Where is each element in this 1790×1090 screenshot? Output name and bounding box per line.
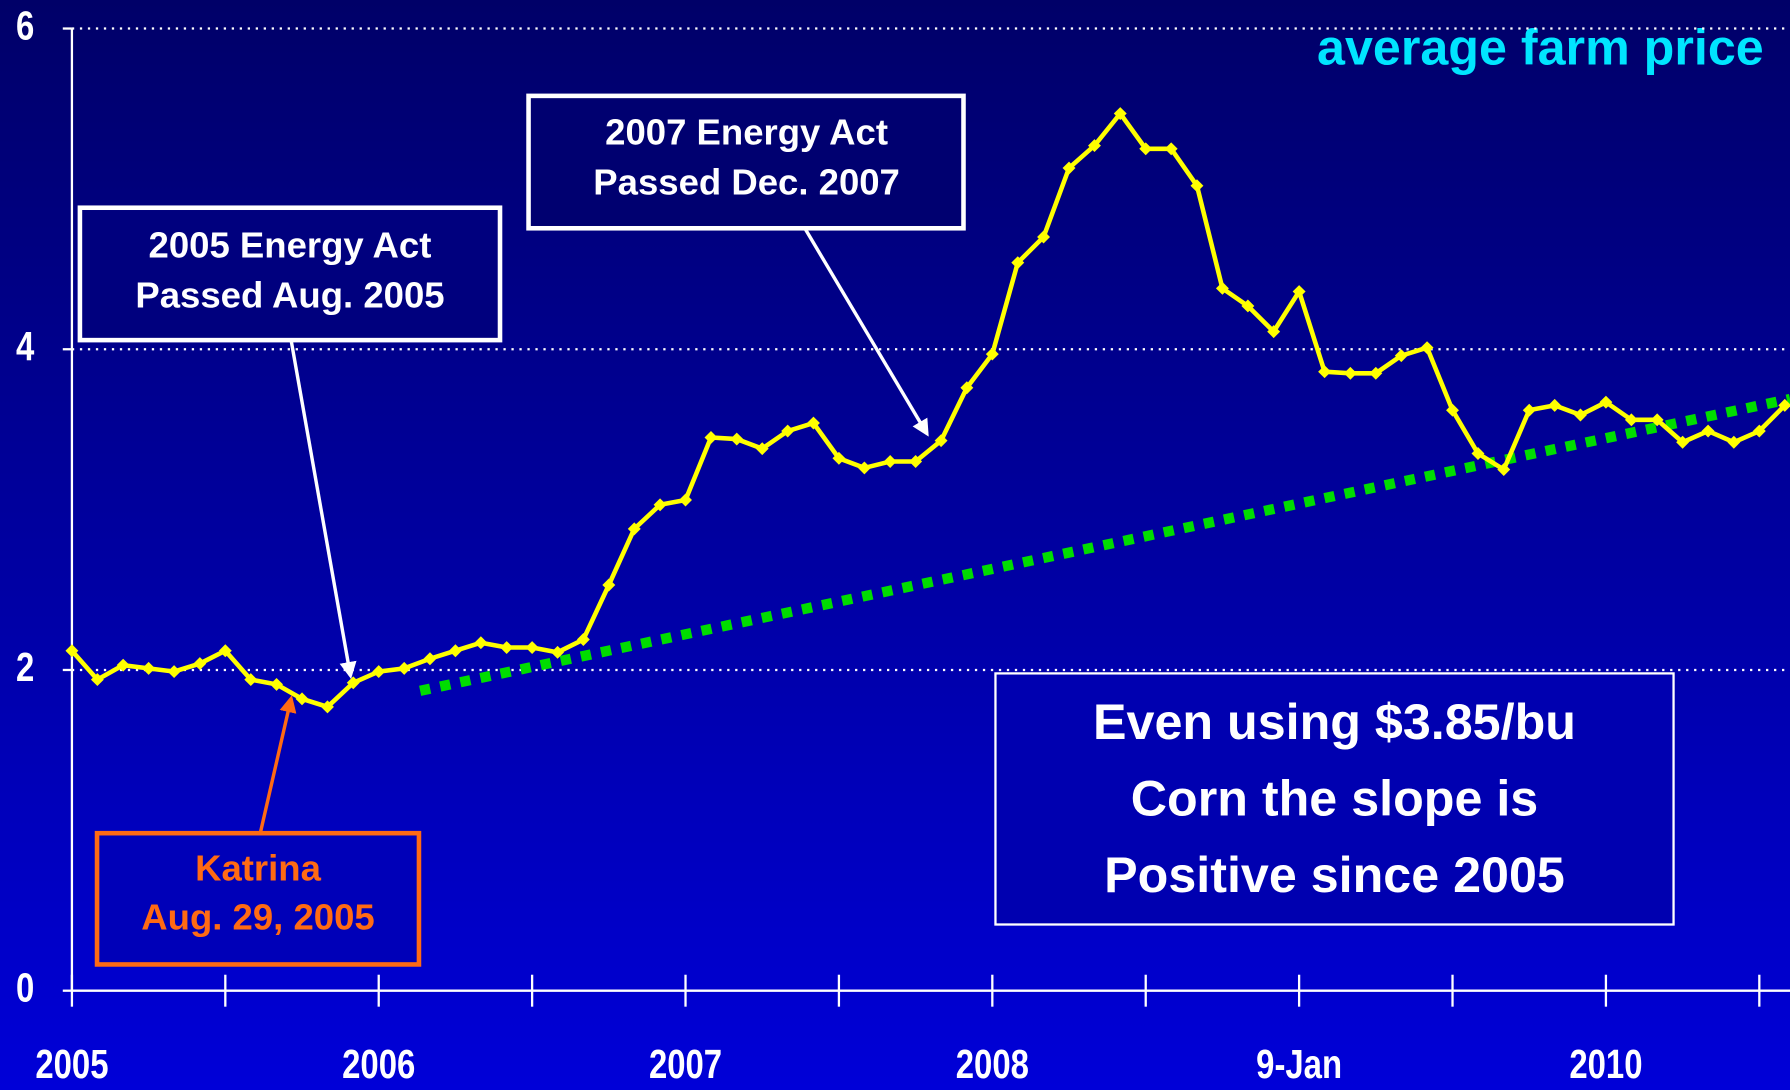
- arrow: [289, 339, 357, 680]
- x-tick-label: 2005: [35, 1040, 108, 1086]
- x-tick-label: 9-Jan: [1256, 1040, 1342, 1086]
- data-marker: [730, 432, 744, 446]
- data-marker: [985, 347, 999, 361]
- data-marker: [1292, 285, 1306, 298]
- annotation-text: Passed Aug. 2005: [135, 275, 444, 316]
- data-marker: [295, 692, 309, 706]
- arrow: [258, 695, 297, 834]
- annotation-box: 2005 Energy Act Passed Aug. 2005: [77, 205, 503, 343]
- y-tick-label: 6: [16, 2, 34, 48]
- data-marker: [193, 657, 207, 671]
- y-tick-label: 4: [16, 323, 35, 369]
- data-marker: [1139, 142, 1153, 156]
- data-marker: [1037, 230, 1051, 244]
- data-marker: [934, 434, 948, 448]
- data-marker: [321, 700, 334, 714]
- data-marker: [679, 493, 692, 507]
- data-marker: [346, 676, 360, 690]
- data-marker: [167, 665, 181, 679]
- data-marker: [423, 652, 437, 666]
- data-marker: [551, 645, 565, 659]
- data-marker: [448, 644, 462, 658]
- x-tick-label: 2007: [649, 1040, 722, 1086]
- x-tick-label: 2010: [1569, 1040, 1642, 1086]
- arrow: [803, 227, 929, 437]
- data-marker: [65, 644, 79, 658]
- annotation-box: Even using $3.85/bu Corn the slope is Po…: [994, 672, 1675, 926]
- data-marker: [883, 455, 897, 468]
- data-marker: [653, 498, 667, 512]
- data-marker: [244, 673, 258, 687]
- data-marker: [500, 641, 514, 654]
- data-marker: [602, 578, 616, 592]
- annotation-text: Corn the slope is: [1131, 771, 1538, 827]
- data-marker: [832, 451, 846, 465]
- data-marker: [704, 430, 718, 444]
- data-marker: [372, 665, 386, 679]
- annotation-text: Passed Dec. 2007: [593, 162, 900, 203]
- data-marker: [806, 416, 820, 430]
- plot: 0 2 4 6 2005 2006 2007 2008 9-Jan 2010: [16, 2, 1790, 1087]
- annotation-text: 2005 Energy Act: [149, 224, 432, 265]
- data-marker: [1113, 107, 1127, 120]
- data-marker: [270, 677, 284, 691]
- x-tick-label: 2008: [956, 1040, 1029, 1086]
- x-tick-label: 2006: [342, 1040, 415, 1086]
- trend-line: [419, 393, 1790, 696]
- data-marker: [397, 661, 411, 675]
- data-marker: [755, 442, 769, 456]
- annotation-text: Even using $3.85/bu: [1093, 694, 1576, 750]
- data-marker: [781, 424, 795, 438]
- data-marker: [474, 636, 488, 650]
- annotation-box: Katrina Aug. 29, 2005: [94, 830, 422, 967]
- data-marker: [960, 381, 974, 395]
- annotation-text: Aug. 29, 2005: [141, 897, 374, 938]
- data-marker: [525, 641, 539, 654]
- annotation-box: 2007 Energy Act Passed Dec. 2007: [526, 93, 966, 231]
- data-marker: [576, 633, 590, 646]
- data-marker: [909, 455, 923, 468]
- data-marker: [1701, 424, 1715, 438]
- data-marker: [857, 461, 871, 475]
- y-tick-label: 2: [16, 643, 34, 689]
- data-marker: [1011, 256, 1025, 270]
- annotation-text: Positive since 2005: [1104, 847, 1565, 903]
- y-tick-label: 0: [16, 964, 34, 1010]
- data-marker: [218, 644, 232, 658]
- annotation-text: 2007 Energy Act: [605, 111, 888, 152]
- annotation-text: Katrina: [195, 848, 322, 889]
